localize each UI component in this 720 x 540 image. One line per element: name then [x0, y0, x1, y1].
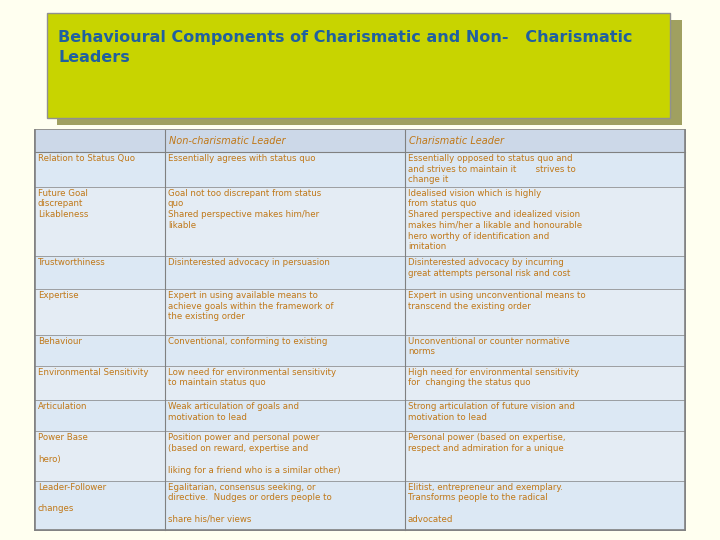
- Bar: [35, 256, 685, 289]
- Text: Egalitarian, consensus seeking, or
directive.  Nudges or orders people to

share: Egalitarian, consensus seeking, or direc…: [168, 483, 332, 524]
- Text: Trustworthiness: Trustworthiness: [38, 258, 106, 267]
- Text: Power Base

hero): Power Base hero): [38, 434, 88, 464]
- Text: Non-charismatic Leader: Non-charismatic Leader: [169, 136, 286, 146]
- Text: Essentially opposed to status quo and
and strives to maintain it       strives t: Essentially opposed to status quo and an…: [408, 154, 576, 185]
- Text: Expert in using available means to
achieve goals within the framework of
the exi: Expert in using available means to achie…: [168, 291, 333, 321]
- Bar: [35, 481, 685, 530]
- Text: Weak articulation of goals and
motivation to lead: Weak articulation of goals and motivatio…: [168, 402, 299, 422]
- Text: Leaders: Leaders: [58, 50, 130, 65]
- Text: Environmental Sensitivity: Environmental Sensitivity: [38, 368, 148, 377]
- Bar: [35, 431, 685, 481]
- Text: Strong articulation of future vision and
motivation to lead: Strong articulation of future vision and…: [408, 402, 575, 422]
- Bar: [35, 187, 685, 256]
- Text: Conventional, conforming to existing: Conventional, conforming to existing: [168, 336, 328, 346]
- Text: Future Goal
discrepant
Likableness: Future Goal discrepant Likableness: [38, 188, 89, 219]
- Text: Articulation: Articulation: [38, 402, 88, 411]
- Text: Low need for environmental sensitivity
to maintain status quo: Low need for environmental sensitivity t…: [168, 368, 336, 387]
- Text: Idealised vision which is highly
from status quo
Shared perspective and idealize: Idealised vision which is highly from st…: [408, 188, 582, 252]
- Text: Essentially agrees with status quo: Essentially agrees with status quo: [168, 154, 315, 163]
- Bar: [35, 366, 685, 400]
- Text: Personal power (based on expertise,
respect and admiration for a unique: Personal power (based on expertise, resp…: [408, 434, 565, 453]
- Bar: [35, 130, 685, 530]
- Text: Unconventional or counter normative
norms: Unconventional or counter normative norm…: [408, 336, 570, 356]
- Text: Disinterested advocacy in persuasion: Disinterested advocacy in persuasion: [168, 258, 330, 267]
- Text: Position power and personal power
(based on reward, expertise and

liking for a : Position power and personal power (based…: [168, 434, 341, 475]
- Text: Behavioural Components of Charismatic and Non-   Charismatic: Behavioural Components of Charismatic an…: [58, 30, 632, 45]
- Text: Leader-Follower

changes: Leader-Follower changes: [38, 483, 106, 513]
- Text: Expert in using unconventional means to
transcend the existing order: Expert in using unconventional means to …: [408, 291, 585, 310]
- Text: Behaviour: Behaviour: [38, 336, 82, 346]
- Text: High need for environmental sensitivity
for  changing the status quo: High need for environmental sensitivity …: [408, 368, 579, 387]
- Text: Goal not too discrepant from status
quo
Shared perspective makes him/her
likable: Goal not too discrepant from status quo …: [168, 188, 321, 230]
- Bar: [35, 152, 685, 187]
- Text: Expertise: Expertise: [38, 291, 78, 300]
- Bar: [47, 13, 670, 118]
- Text: Charismatic Leader: Charismatic Leader: [409, 136, 504, 146]
- Text: Relation to Status Quo: Relation to Status Quo: [38, 154, 135, 163]
- Bar: [35, 400, 685, 431]
- Bar: [35, 130, 685, 152]
- Bar: [35, 289, 685, 335]
- Text: Disinterested advocacy by incurring
great attempts personal risk and cost: Disinterested advocacy by incurring grea…: [408, 258, 570, 278]
- Text: Elitist, entrepreneur and exemplary.
Transforms people to the radical

advocated: Elitist, entrepreneur and exemplary. Tra…: [408, 483, 563, 524]
- Bar: [35, 335, 685, 366]
- Bar: [57, 20, 682, 125]
